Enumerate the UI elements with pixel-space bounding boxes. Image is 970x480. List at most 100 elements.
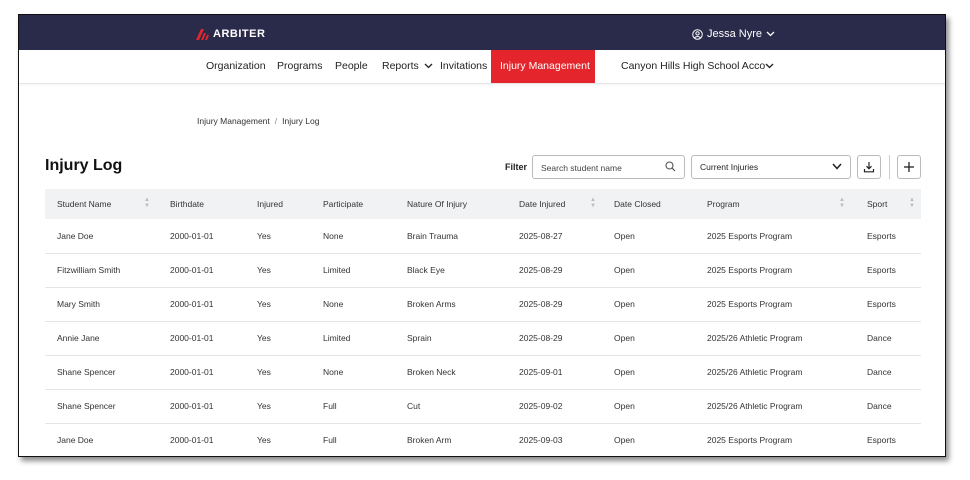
participate-cell: Full xyxy=(323,435,337,445)
student-name-cell: Shane Spencer xyxy=(57,367,116,377)
birthdate-cell: 2000-01-01 xyxy=(170,401,214,411)
breadcrumb: Injury Management / Injury Log xyxy=(197,116,319,126)
filter-label: Filter xyxy=(505,162,528,172)
nature-of-injury-cell: Broken Arms xyxy=(407,299,456,309)
nav-item-programs[interactable]: Programs xyxy=(277,50,323,83)
sport-cell: Esports xyxy=(867,299,896,309)
plus-icon xyxy=(904,162,914,172)
nav-item-label: Organization xyxy=(206,60,266,72)
sport-cell: Esports xyxy=(867,230,896,241)
nature-of-injury-cell: Broken Arm xyxy=(407,435,452,445)
breadcrumb-link[interactable]: Injury Management xyxy=(197,116,270,126)
participate-cell: None xyxy=(323,230,344,241)
column-header-student-name[interactable]: Student Name ▲ ▼ xyxy=(45,189,158,219)
nav-item-invitations[interactable]: Invitations xyxy=(440,50,487,83)
brand-logo[interactable]: ARBITER xyxy=(196,28,265,40)
search-field[interactable] xyxy=(532,155,685,179)
column-header-date-injured[interactable]: Date Injured ▲ ▼ xyxy=(507,189,602,219)
table-row[interactable]: Shane Spencer 2000-01-01 Yes Full Cut 2025-09… xyxy=(45,389,921,423)
main-nav: Organization Programs People Reports Inv… xyxy=(19,50,945,84)
sort-icon: ▲ ▼ xyxy=(839,197,845,209)
injury-table: Student Name ▲ ▼ Birthdate Injured Partici… xyxy=(45,189,921,456)
program-cell: 2025/26 Athletic Program xyxy=(707,333,803,343)
column-header-label: Participate xyxy=(323,199,364,209)
table-row[interactable]: Annie Jane 2000-01-01 Yes Limited Sprain 2025… xyxy=(45,321,921,355)
column-header-label: Injured xyxy=(257,199,283,209)
table-row[interactable]: Fitzwilliam Smith 2000-01-01 Yes Limited Bla… xyxy=(45,253,921,287)
student-name-cell: Shane Spencer xyxy=(57,401,116,411)
breadcrumb-separator: / xyxy=(274,116,278,126)
chevron-down-icon xyxy=(424,63,433,69)
chevron-down-icon xyxy=(765,63,774,69)
date-injured-cell: 2025-08-29 xyxy=(519,299,563,309)
birthdate-cell: 2000-01-01 xyxy=(170,230,214,241)
date-closed-cell: Open xyxy=(614,299,635,309)
date-closed-cell: Open xyxy=(614,401,635,411)
nav-item-injury-management[interactable]: Injury Management xyxy=(491,50,595,83)
birthdate-cell: 2000-01-01 xyxy=(170,299,214,309)
nav-item-people[interactable]: People xyxy=(335,50,368,83)
nav-item-reports[interactable]: Reports xyxy=(382,50,433,83)
column-header-injured: Injured xyxy=(245,189,311,219)
date-injured-cell: 2025-08-29 xyxy=(519,333,563,343)
column-header-label: Birthdate xyxy=(170,199,205,209)
injured-cell: Yes xyxy=(257,230,271,241)
sport-cell: Esports xyxy=(867,435,896,445)
column-header-label: Sport xyxy=(867,199,888,209)
search-input[interactable] xyxy=(539,157,663,179)
date-closed-cell: Open xyxy=(614,435,635,445)
injured-cell: Yes xyxy=(257,299,271,309)
nature-of-injury-cell: Sprain xyxy=(407,333,432,343)
column-header-program[interactable]: Program ▲ ▼ xyxy=(695,189,855,219)
sport-cell: Dance xyxy=(867,333,892,343)
download-button[interactable] xyxy=(857,155,881,179)
table-body: Jane Doe 2000-01-01 Yes None Brain Trauma 202… xyxy=(45,219,921,456)
date-closed-cell: Open xyxy=(614,367,635,377)
nav-item-organization[interactable]: Organization xyxy=(206,50,266,83)
birthdate-cell: 2000-01-01 xyxy=(170,333,214,343)
sport-cell: Dance xyxy=(867,367,892,377)
student-name-cell: Fitzwilliam Smith xyxy=(57,265,121,275)
nature-of-injury-cell: Cut xyxy=(407,401,421,411)
column-header-label: Program xyxy=(707,199,740,209)
injured-cell: Yes xyxy=(257,265,271,275)
page-title: Injury Log xyxy=(45,157,123,174)
birthdate-cell: 2000-01-01 xyxy=(170,367,214,377)
user-menu[interactable]: Jessa Nyre xyxy=(692,28,775,40)
table-row[interactable]: Jane Doe 2000-01-01 Yes None Brain Trauma 202… xyxy=(45,219,921,253)
nature-of-injury-cell: Brain Trauma xyxy=(407,230,459,241)
column-header-label: Student Name xyxy=(57,199,112,209)
table-header-row: Student Name ▲ ▼ Birthdate Injured Partici… xyxy=(45,189,921,219)
brand-name: ARBITER xyxy=(213,28,266,40)
table-row[interactable]: Shane Spencer 2000-01-01 Yes None Broken Nec… xyxy=(45,355,921,389)
participate-cell: None xyxy=(323,299,344,309)
table-row[interactable]: Mary Smith 2000-01-01 Yes None Broken Arms 20… xyxy=(45,287,921,321)
birthdate-cell: 2000-01-01 xyxy=(170,265,214,275)
search-icon xyxy=(665,161,676,172)
add-injury-button[interactable] xyxy=(897,155,921,179)
student-name-cell: Jane Doe xyxy=(57,435,94,445)
top-bar: ARBITER Jessa Nyre xyxy=(19,15,945,50)
table-row[interactable]: Jane Doe 2000-01-01 Yes Full Broken Arm 2025-… xyxy=(45,423,921,456)
nav-item-label: People xyxy=(335,60,368,72)
arbiter-logo-icon xyxy=(196,28,209,40)
injured-cell: Yes xyxy=(257,367,271,377)
sport-cell: Dance xyxy=(867,401,892,411)
column-header-date-closed: Date Closed xyxy=(602,189,695,219)
column-header-label: Date Injured xyxy=(519,199,566,209)
column-header-sport[interactable]: Sport ▲ ▼ xyxy=(855,189,921,219)
program-cell: 2025 Esports Program xyxy=(707,299,793,309)
birthdate-cell: 2000-01-01 xyxy=(170,435,214,445)
student-name-cell: Mary Smith xyxy=(57,299,100,309)
download-icon xyxy=(863,162,875,173)
account-name: Canyon Hills High School Acco xyxy=(621,60,766,72)
injury-status-select[interactable]: Current Injuries xyxy=(691,155,851,179)
sort-icon: ▲ ▼ xyxy=(590,197,596,209)
chevron-down-icon xyxy=(832,163,842,170)
date-injured-cell: 2025-08-27 xyxy=(519,230,563,241)
account-selector[interactable]: Canyon Hills High School Acco xyxy=(621,50,774,83)
date-closed-cell: Open xyxy=(614,333,635,343)
select-value: Current Injuries xyxy=(700,162,759,172)
participate-cell: Limited xyxy=(323,333,351,343)
column-header-label: Nature Of Injury xyxy=(407,199,467,209)
